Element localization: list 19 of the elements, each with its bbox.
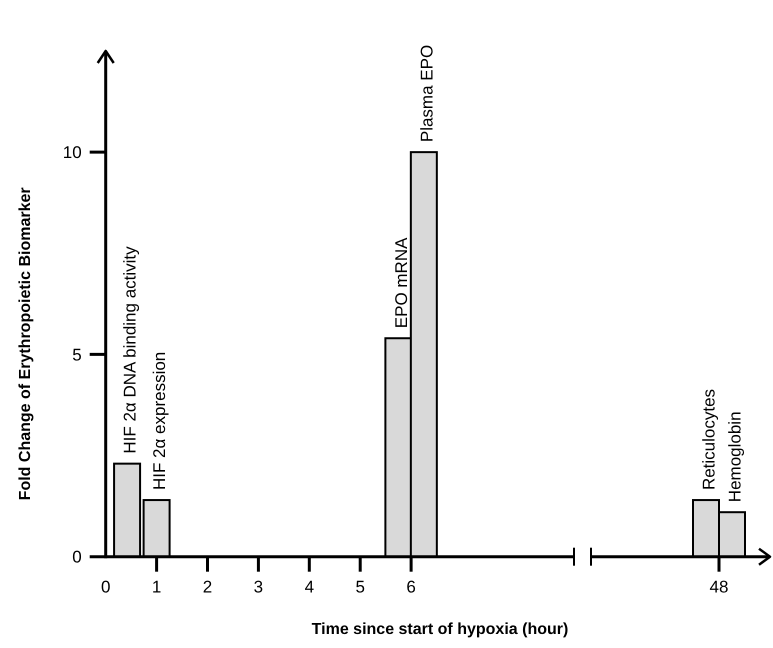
y-axis-title: Fold Change of Erythropoietic Biomarker (17, 187, 34, 500)
annotation: EPO mRNA (392, 236, 411, 328)
annotation: Plasma EPO (417, 44, 436, 142)
x-tick-label: 1 (152, 578, 162, 597)
annotation: Reticulocytes (699, 388, 718, 490)
y-tick-label: 5 (72, 345, 82, 364)
x-tick-label: 6 (406, 578, 416, 597)
annotation: Hemoglobin (725, 411, 744, 502)
x-axis-title: Time since start of hypoxia (hour) (312, 621, 568, 638)
x-tick-label: 48 (710, 578, 728, 597)
x-tick-label: 0 (100, 578, 110, 597)
x-tick-label: 2 (202, 578, 212, 597)
x-tick-label: 5 (355, 578, 365, 597)
x-tick-label: 3 (254, 578, 264, 597)
annotation: HIF 2α expression (150, 352, 170, 490)
y-tick-label: 10 (62, 143, 82, 162)
y-tick-label: 0 (72, 548, 82, 567)
x-tick-label: 4 (304, 578, 314, 597)
annotation: HIF 2α DNA binding activity (120, 246, 140, 454)
